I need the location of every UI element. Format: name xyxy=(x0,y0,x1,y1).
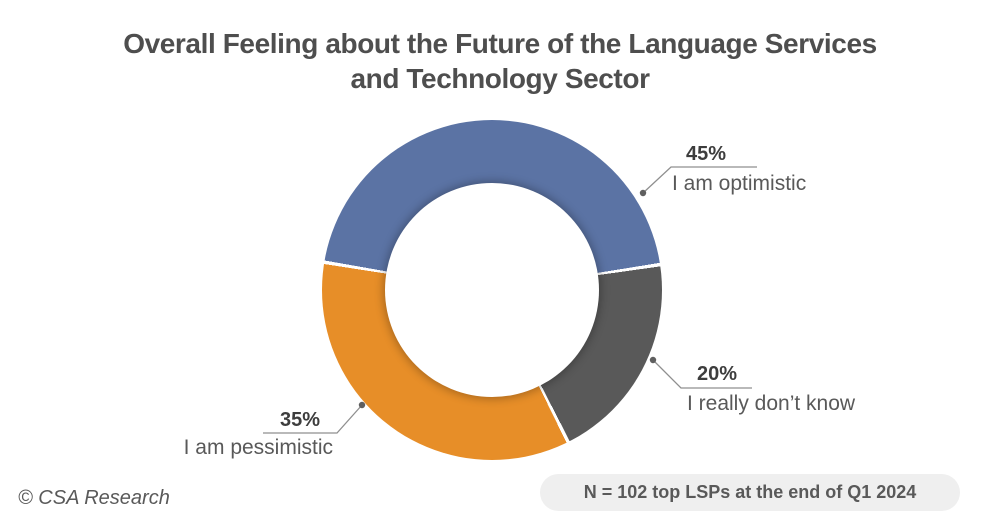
slice-label-dontknow: I really don’t know xyxy=(687,392,856,415)
chart-title: Overall Feeling about the Future of the … xyxy=(0,26,1000,96)
slice-label-optimistic: I am optimistic xyxy=(672,172,807,195)
value-label-dontknow: 20% xyxy=(696,363,738,385)
donut-chart xyxy=(322,120,662,460)
callout-dot-dontknow xyxy=(649,356,657,364)
donut-hole xyxy=(385,183,599,397)
slice-label-pessimistic: I am pessimistic xyxy=(183,436,333,459)
value-label-optimistic: 45% xyxy=(685,143,727,165)
value-label-pessimistic: 35% xyxy=(279,409,321,431)
callout-dot-optimistic xyxy=(639,189,647,197)
chart-title-line2: and Technology Sector xyxy=(350,63,650,94)
copyright-notice: © CSA Research xyxy=(18,487,170,509)
chart-title-line1: Overall Feeling about the Future of the … xyxy=(123,28,877,59)
sample-size-badge: N = 102 top LSPs at the end of Q1 2024 xyxy=(540,474,960,511)
